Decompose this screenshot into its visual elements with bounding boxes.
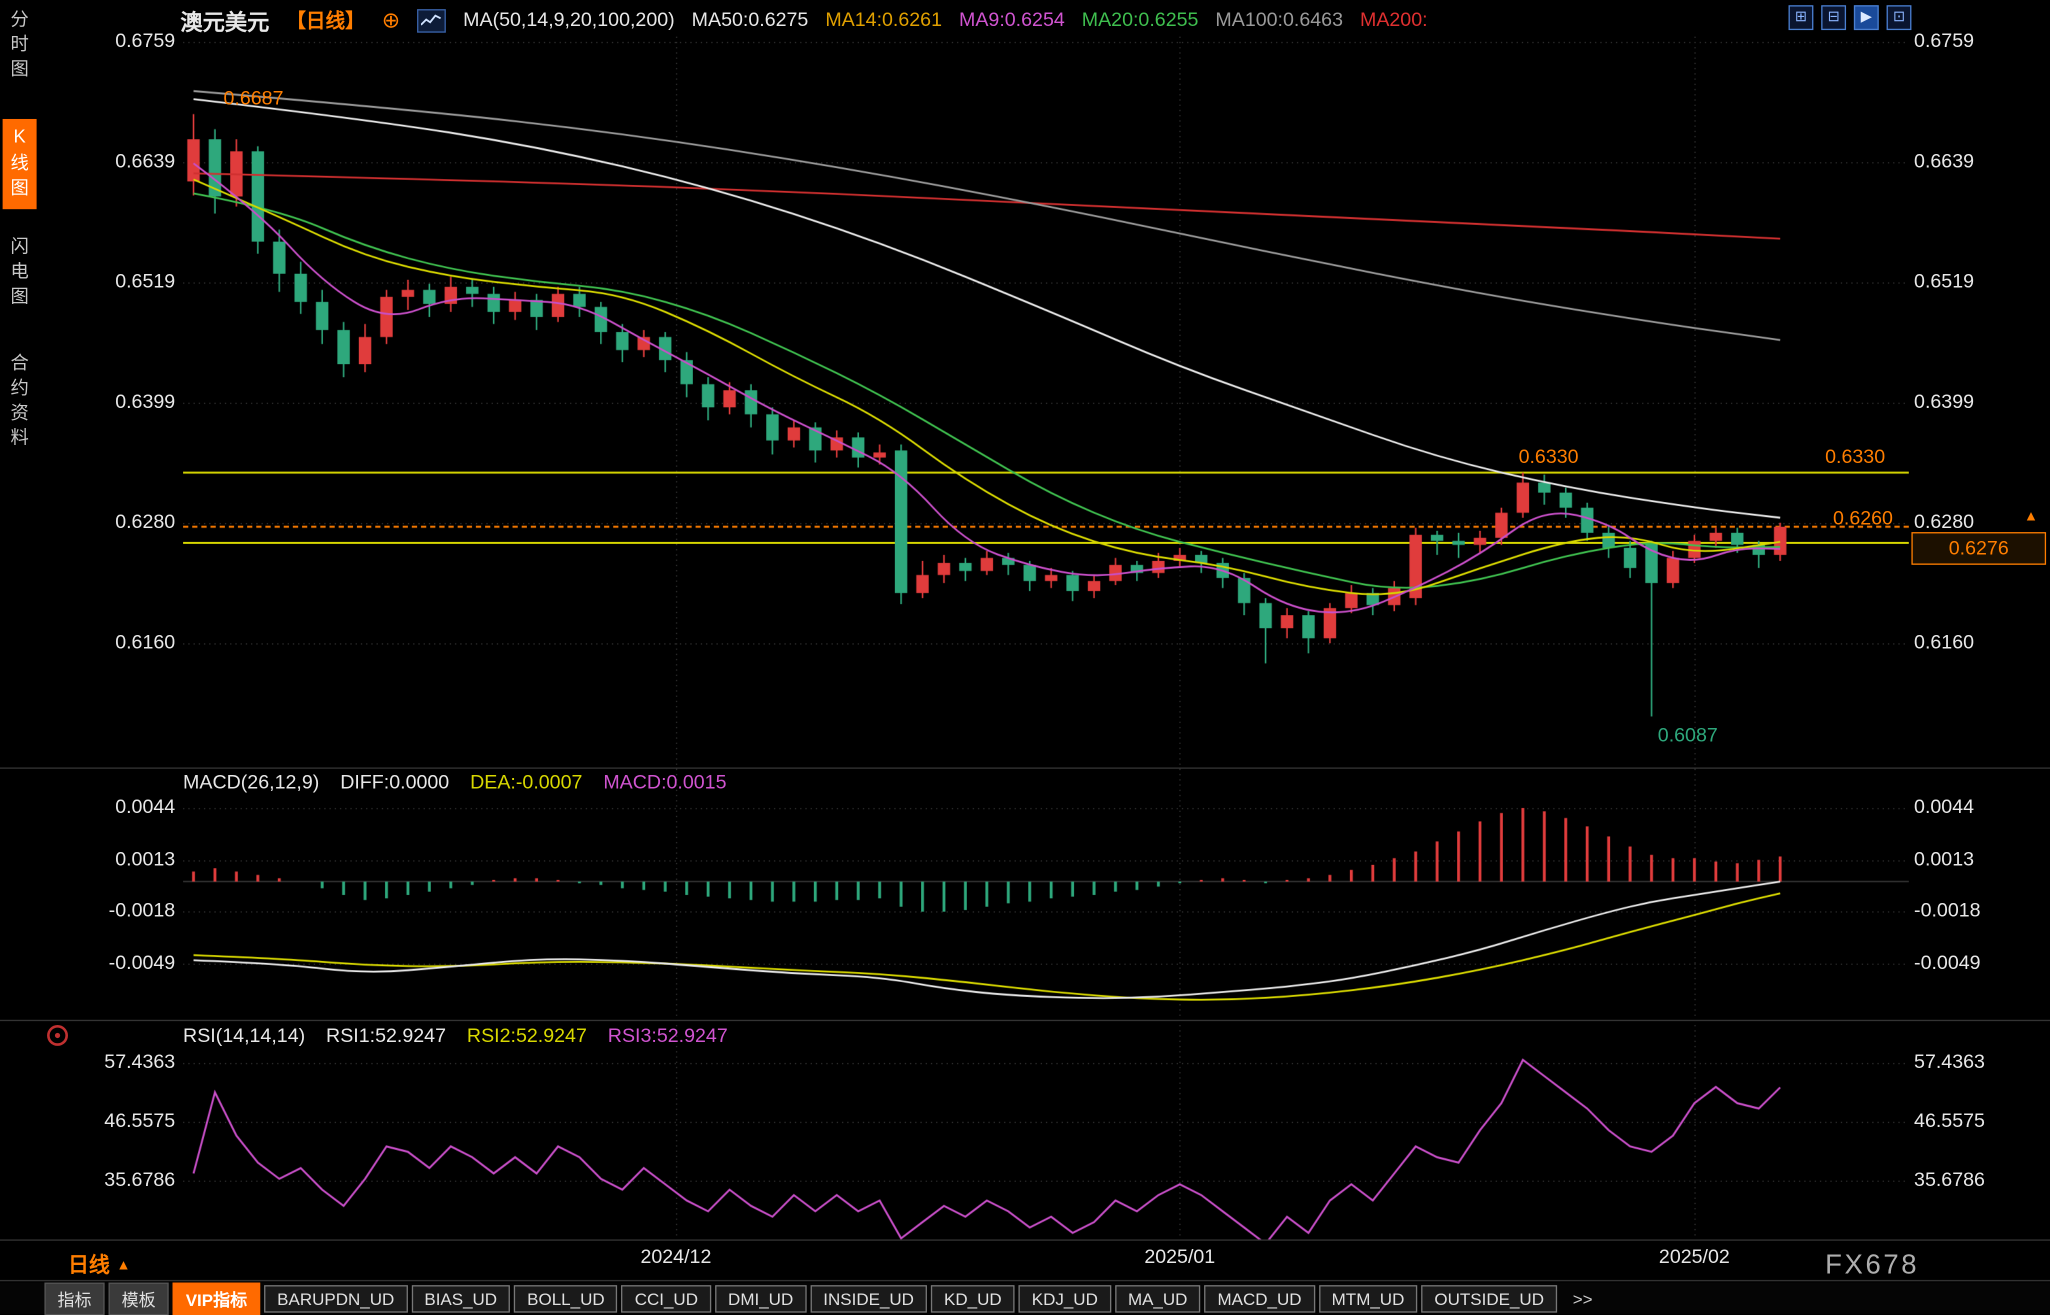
rsi-title: RSI(14,14,14) bbox=[183, 1025, 306, 1048]
tab-bias-ud[interactable]: BIAS_UD bbox=[411, 1284, 511, 1312]
play-icon[interactable]: ▶ bbox=[1853, 5, 1879, 31]
chart-type-icon[interactable] bbox=[417, 8, 447, 33]
quad-view-icon[interactable]: ⊟ bbox=[1821, 5, 1847, 31]
ma50-value: MA50:0.6275 bbox=[691, 9, 809, 32]
tab-templates[interactable]: 模板 bbox=[108, 1281, 169, 1315]
tab-indicators[interactable]: 指标 bbox=[44, 1281, 105, 1315]
sidebar-item-flash[interactable]: 闪电图 bbox=[9, 236, 31, 312]
tab-barupdn-ud[interactable]: BARUPDN_UD bbox=[264, 1284, 408, 1312]
bottom-tabbar: 指标 模板 VIP指标 BARUPDN_UD BIAS_UD BOLL_UD CCI_UD D… bbox=[0, 1281, 2050, 1315]
new-window-icon[interactable]: ⊡ bbox=[1886, 5, 1912, 31]
tab-ma-ud[interactable]: MA_UD bbox=[1114, 1284, 1201, 1312]
current-price-value: 0.6276 bbox=[1948, 537, 2009, 560]
price-up-arrow-icon: ▲ bbox=[2023, 508, 2039, 525]
rsi3-value: RSI3:52.9247 bbox=[607, 1025, 728, 1048]
ma100-value: MA100:0.6463 bbox=[1215, 9, 1343, 32]
chart-header: 澳元美元 【日线】 ⊕ MA(50,14,9,20,100,200) MA50:… bbox=[180, 4, 1427, 37]
ma-group-label: MA(50,14,9,20,100,200) bbox=[463, 9, 675, 32]
timeframe-label[interactable]: 日线 bbox=[67, 1255, 110, 1278]
tab-vip-indicators[interactable]: VIP指标 bbox=[172, 1281, 261, 1315]
add-indicator-icon[interactable]: ⊕ bbox=[381, 7, 401, 33]
ma9-value: MA9:0.6254 bbox=[958, 9, 1065, 32]
crosshair-icon[interactable] bbox=[47, 1025, 68, 1046]
macd-legend: MACD(26,12,9) DIFF:0.0000 DEA:-0.0007 MA… bbox=[183, 771, 726, 793]
rsi-legend: RSI(14,14,14) RSI1:52.9247 RSI2:52.9247 … bbox=[183, 1025, 728, 1047]
timeframe-arrow-icon: ▲ bbox=[116, 1257, 131, 1274]
left-sidebar: 分时图 K线图闪电图合约资料 bbox=[0, 0, 39, 1314]
current-price-box: 0.6276 bbox=[1911, 532, 2047, 565]
macd-diff-value: DIFF:0.0000 bbox=[340, 771, 450, 794]
layout-toolbar: ⊞ ⊟ ▶ ⊡ bbox=[1788, 5, 1912, 31]
grid-view-icon[interactable]: ⊞ bbox=[1788, 5, 1814, 31]
period-badge[interactable]: 【日线】 bbox=[286, 10, 365, 33]
rsi2-value: RSI2:52.9247 bbox=[466, 1025, 587, 1048]
ma200-value: MA200: bbox=[1359, 9, 1428, 32]
tab-kdj-ud[interactable]: KDJ_UD bbox=[1018, 1284, 1111, 1312]
rsi1-value: RSI1:52.9247 bbox=[326, 1025, 447, 1048]
ma20-value: MA20:0.6255 bbox=[1081, 9, 1199, 32]
symbol-title: 澳元美元 bbox=[180, 10, 270, 36]
timeframe-selector[interactable]: 日线 ▲ bbox=[68, 1247, 131, 1278]
ma14-value: MA14:0.6261 bbox=[825, 9, 943, 32]
tab-mtm-ud[interactable]: MTM_UD bbox=[1318, 1284, 1418, 1312]
tab-dmi-ud[interactable]: DMI_UD bbox=[714, 1284, 807, 1312]
macd-dea-value: DEA:-0.0007 bbox=[470, 771, 583, 794]
macd-value: MACD:0.0015 bbox=[603, 771, 727, 794]
watermark: FX678 bbox=[1825, 1249, 1920, 1280]
tab-macd-ud[interactable]: MACD_UD bbox=[1204, 1284, 1315, 1312]
tab-outside-ud[interactable]: OUTSIDE_UD bbox=[1421, 1284, 1558, 1312]
tab-inside-ud[interactable]: INSIDE_UD bbox=[810, 1284, 928, 1312]
sidebar-item-contract[interactable]: 合约资料 bbox=[9, 352, 31, 453]
sidebar-item-kline[interactable]: K线图 bbox=[2, 118, 37, 210]
sidebar-item-timeshare[interactable]: 分时图 bbox=[9, 9, 31, 84]
macd-title: MACD(26,12,9) bbox=[183, 771, 320, 794]
tab-boll-ud[interactable]: BOLL_UD bbox=[514, 1284, 618, 1312]
tab-kd-ud[interactable]: KD_UD bbox=[930, 1284, 1015, 1312]
tab-more[interactable]: >> bbox=[1572, 1288, 1593, 1309]
tab-cci-ud[interactable]: CCI_UD bbox=[621, 1284, 712, 1312]
